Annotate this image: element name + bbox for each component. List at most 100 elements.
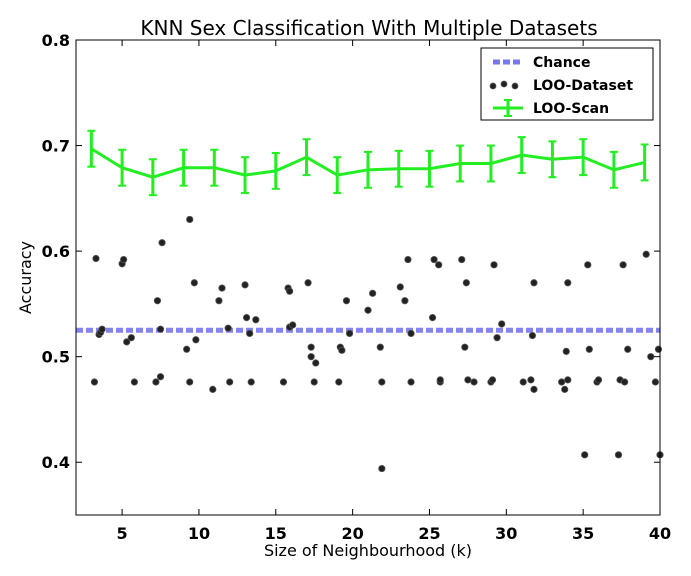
loo-dataset-point [430,255,438,264]
loo-dataset-point [428,314,437,322]
loo-dataset-point [564,376,572,384]
loo-dataset-point [152,378,160,386]
loo-dataset-point [310,378,318,386]
loo-scan-errorbar [364,150,372,189]
loo-dataset-point [498,320,506,328]
x-tick-label: 15 [265,524,287,543]
x-tick-label: 40 [649,524,671,543]
loo-scan-errorbar [241,156,250,195]
loo-dataset-point [462,279,470,287]
loo-dataset-point [289,321,297,329]
loo-dataset-point [158,239,166,247]
loo-dataset-point [436,376,444,384]
loo-dataset-point [90,378,99,386]
loo-dataset-point [401,297,409,305]
loo-dataset-point [621,378,629,386]
loo-dataset-point [92,254,100,263]
loo-dataset-point [226,378,234,386]
x-tick-label: 20 [341,524,363,543]
loo-dataset-point [279,378,288,386]
loo-dataset-point [528,331,537,340]
loo-dataset-point [123,338,131,346]
legend-loo-dataset-swatch [489,80,519,90]
legend-loo-scan-swatch [493,99,523,117]
loo-dataset-point [156,373,165,381]
loo-dataset-point [642,250,650,258]
loo-scan-errorbar [118,148,127,187]
loo-dataset-point [585,345,593,353]
loo-dataset-point [654,345,663,353]
loo-dataset-point [493,334,501,342]
loo-dataset-point [345,329,354,338]
loo-dataset-point [307,353,315,361]
y-axis-label: Accuracy [16,241,35,314]
loo-dataset-point [186,215,194,224]
loo-dataset-point [564,279,572,287]
y-tick-label: 0.6 [42,242,70,261]
loo-dataset-point [614,451,623,459]
y-tick-label: 0.8 [42,31,70,50]
x-tick-label: 35 [572,524,594,543]
loo-dataset-point [464,376,472,384]
loo-dataset-point [130,378,138,386]
plot-area [76,129,664,473]
loo-dataset-point [435,261,443,269]
loo-dataset-point [218,284,226,292]
loo-dataset-point [376,343,384,351]
loo-dataset-point [338,346,346,354]
loo-dataset-point [584,261,592,269]
loo-dataset-point [209,385,217,393]
loo-dataset-point [594,376,603,384]
loo-dataset-point [342,297,351,305]
loo-dataset-point [335,378,343,386]
loo-dataset-point [307,343,315,351]
loo-dataset-point [396,283,404,291]
loo-scan-errorbar [486,144,495,183]
loo-dataset-point [190,279,198,287]
x-tick-label: 30 [495,524,517,543]
loo-scan-errorbar [456,144,465,183]
loo-dataset-point [364,306,372,314]
loo-dataset-point [120,255,128,264]
loo-scan-errorbar [302,138,311,177]
loo-dataset-point [369,289,377,297]
loo-scan-errorbar [394,149,403,188]
x-tick-label: 10 [188,524,210,543]
loo-dataset-point [127,334,135,342]
loo-dataset-point [241,281,249,289]
loo-scan-errorbar [148,158,157,197]
loo-dataset-point [470,378,478,386]
loo-dataset-point [183,345,191,353]
loo-dataset-point [224,324,232,332]
x-axis-label: Size of Neighbourhood (k) [264,541,472,560]
x-tick-label: 25 [418,524,440,543]
loo-dataset-point [312,359,320,367]
loo-dataset-point [561,385,569,393]
chart-title: KNN Sex Classification With Multiple Dat… [140,16,597,40]
y-tick-label: 0.4 [42,453,70,472]
loo-scan-errorbar [609,150,618,189]
loo-dataset-point [527,376,535,384]
loo-dataset-point [304,279,312,287]
legend: Chance LOO-Dataset LOO-Scan [480,47,654,121]
loo-scan-errorbar [579,138,588,177]
loo-dataset-point [530,279,538,287]
loo-dataset-point [156,325,165,333]
loo-dataset-point [562,347,570,355]
loo-dataset-point [619,261,627,269]
loo-dataset-point [407,329,415,338]
loo-scan-errorbar [271,151,280,190]
loo-scan-errorbar [210,148,219,187]
legend-chance-label: Chance [533,55,590,71]
loo-scan-errorbar [548,140,557,179]
loo-dataset-point [252,316,260,324]
y-tick-label: 0.5 [42,348,70,367]
loo-dataset-point [153,297,162,305]
plot-frame [75,39,661,516]
loo-dataset-point [624,345,632,353]
loo-dataset-point [192,336,200,344]
loo-scan-errorbar [87,129,96,168]
loo-dataset-point [461,343,469,351]
loo-dataset-point [581,451,589,459]
